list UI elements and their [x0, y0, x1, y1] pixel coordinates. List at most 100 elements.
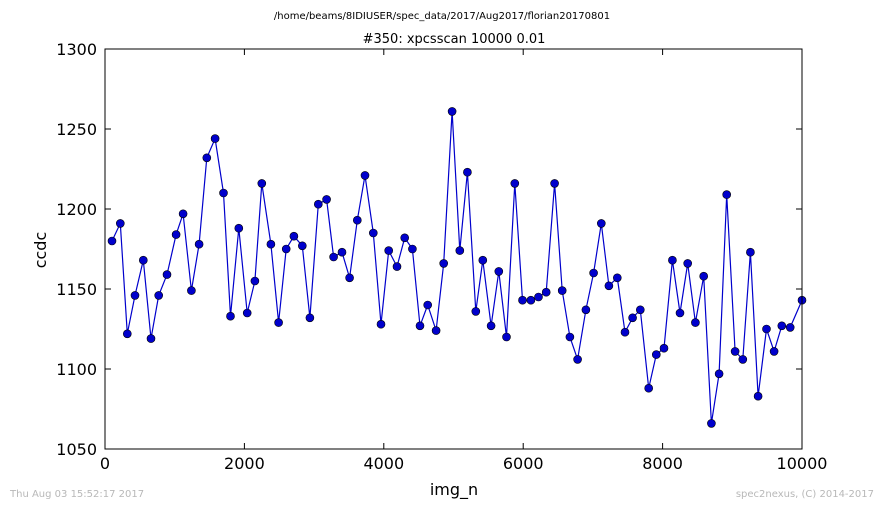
data-point-3 [130, 291, 140, 300]
y-tick-label-2: 1150 [56, 280, 97, 299]
data-point-32 [360, 171, 370, 180]
data-point-23 [289, 231, 299, 241]
data-point-24 [297, 241, 307, 251]
y-tick-label-4: 1250 [56, 120, 97, 139]
data-point-78 [722, 190, 732, 199]
data-point-6 [154, 291, 163, 300]
data-point-59 [573, 355, 582, 364]
axis-ticks: 0 2000 4000 6000 8000 10000 1050 1100 1150 1200 12… [56, 40, 827, 473]
data-point-38 [408, 244, 417, 254]
data-point-77 [714, 369, 724, 379]
data-point-74 [691, 318, 700, 327]
x-axis-label: img_n [430, 480, 478, 500]
data-point-26 [313, 199, 323, 209]
data-point-12 [202, 153, 212, 163]
data-point-25 [305, 313, 315, 323]
data-point-37 [400, 233, 410, 243]
data-point-1 [116, 219, 125, 228]
data-point-65 [620, 327, 630, 337]
data-point-11 [194, 239, 204, 249]
footer-timestamp: Thu Aug 03 15:52:17 2017 [10, 489, 145, 500]
data-point-34 [376, 319, 386, 329]
data-point-10 [187, 286, 196, 295]
data-point-29 [337, 247, 347, 257]
chart-title: #350: xpcsscan 10000 0.01 [363, 32, 546, 47]
data-point-67 [635, 305, 645, 315]
data-point-61 [589, 268, 598, 278]
data-point-7 [162, 270, 172, 279]
data-point-80 [738, 355, 748, 364]
data-point-9 [178, 209, 188, 219]
data-point-64 [612, 273, 622, 283]
data-point-44 [455, 246, 465, 255]
data-point-52 [518, 295, 527, 305]
data-point-19 [257, 179, 267, 188]
data-point-30 [345, 273, 354, 283]
data-point-50 [502, 332, 511, 342]
data-point-41 [431, 326, 441, 335]
data-point-73 [683, 259, 693, 268]
y-tick-label-3: 1200 [56, 200, 97, 219]
data-point-66 [628, 313, 637, 323]
data-point-42 [439, 259, 449, 268]
data-point-86 [785, 323, 795, 332]
data-point-62 [596, 219, 606, 228]
data-point-13 [210, 134, 220, 143]
plot-frame [104, 48, 803, 450]
x-tick-label-5: 10000 [777, 454, 828, 473]
data-point-51 [510, 179, 520, 188]
data-point-79 [730, 347, 740, 356]
data-point-8 [171, 230, 181, 239]
data-point-46 [471, 307, 481, 316]
data-point-75 [699, 271, 709, 281]
data-point-36 [392, 262, 402, 271]
data-point-47 [478, 255, 488, 265]
data-point-35 [384, 246, 394, 255]
data-point-84 [769, 347, 779, 356]
chart-suptitle: /home/beams/8IDIUSER/spec_data/2017/Aug2… [274, 11, 610, 22]
data-point-48 [486, 321, 496, 331]
series-line-0 [111, 111, 803, 424]
footer-credit: spec2nexus, (C) 2014-2017 [735, 489, 874, 500]
x-tick-label-3: 6000 [503, 454, 544, 473]
data-point-39 [415, 321, 425, 331]
data-point-85 [777, 321, 787, 331]
data-point-0 [107, 236, 117, 246]
data-point-2 [123, 329, 132, 339]
data-point-14 [219, 188, 228, 198]
data-point-15 [226, 311, 235, 321]
data-series [107, 107, 807, 428]
data-point-71 [668, 255, 677, 265]
data-point-49 [494, 267, 504, 276]
data-point-83 [762, 324, 771, 334]
data-point-45 [463, 167, 472, 177]
data-point-40 [423, 300, 433, 310]
data-point-58 [565, 332, 575, 342]
data-point-68 [644, 383, 654, 393]
y-tick-label-5: 1300 [56, 40, 97, 59]
data-point-33 [368, 228, 378, 238]
data-point-18 [250, 276, 260, 286]
y-tick-label-0: 1050 [56, 440, 97, 459]
data-point-4 [139, 255, 148, 265]
x-tick-label-1: 2000 [224, 454, 265, 473]
data-point-21 [274, 318, 283, 327]
y-axis-label: ccdc [31, 232, 50, 269]
y-tick-label-1: 1100 [56, 360, 97, 379]
x-tick-label-0: 0 [100, 454, 110, 473]
data-point-53 [526, 295, 536, 305]
data-point-17 [242, 308, 252, 318]
x-tick-label-2: 4000 [363, 454, 404, 473]
data-point-22 [281, 244, 291, 254]
data-point-56 [550, 179, 559, 188]
data-point-69 [651, 350, 661, 359]
data-point-27 [322, 195, 331, 204]
data-point-16 [234, 223, 244, 233]
data-point-76 [707, 419, 716, 428]
data-point-28 [329, 252, 338, 262]
data-point-72 [675, 308, 685, 318]
data-point-43 [447, 107, 457, 116]
data-point-54 [534, 292, 543, 302]
data-point-81 [746, 247, 755, 257]
x-tick-label-4: 8000 [642, 454, 683, 473]
